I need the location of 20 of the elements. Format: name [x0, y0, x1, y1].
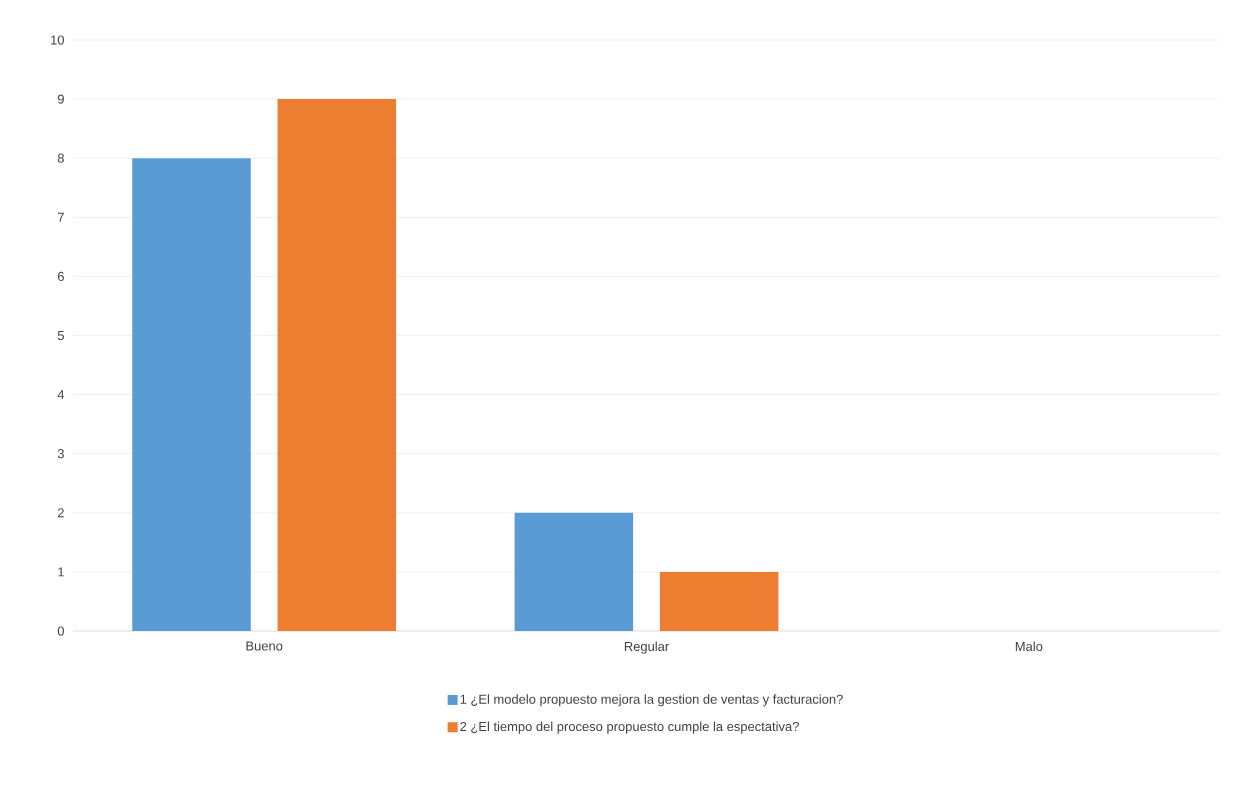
y-tick-label: 9: [57, 94, 64, 104]
bar: [514, 512, 634, 631]
y-tick-label: 3: [57, 449, 64, 459]
x-tick-label: Malo: [1015, 641, 1043, 652]
x-tick-label: Bueno: [246, 641, 283, 651]
legend-label: 1 ¿El modelo propuesto mejora la gestion de ventas y facturacion?: [460, 694, 843, 707]
y-tick-label: 7: [57, 212, 64, 222]
bar: [132, 158, 251, 631]
y-tick-label: 8: [57, 153, 64, 163]
legend-label: 2 ¿El tiempo del proceso propuesto cumple la espectativa?: [460, 721, 799, 734]
y-tick-label: 5: [57, 330, 64, 341]
y-tick-label: 0: [57, 626, 64, 636]
y-tick-label: 6: [57, 271, 64, 281]
bar: [659, 571, 779, 631]
y-tick-label: 10: [51, 35, 64, 45]
bar: [277, 99, 397, 631]
y-tick-label: 1: [58, 567, 64, 577]
y-tick-label: 2: [57, 508, 64, 518]
x-tick-label: Regular: [624, 641, 669, 654]
y-tick-label: 4: [57, 390, 65, 400]
